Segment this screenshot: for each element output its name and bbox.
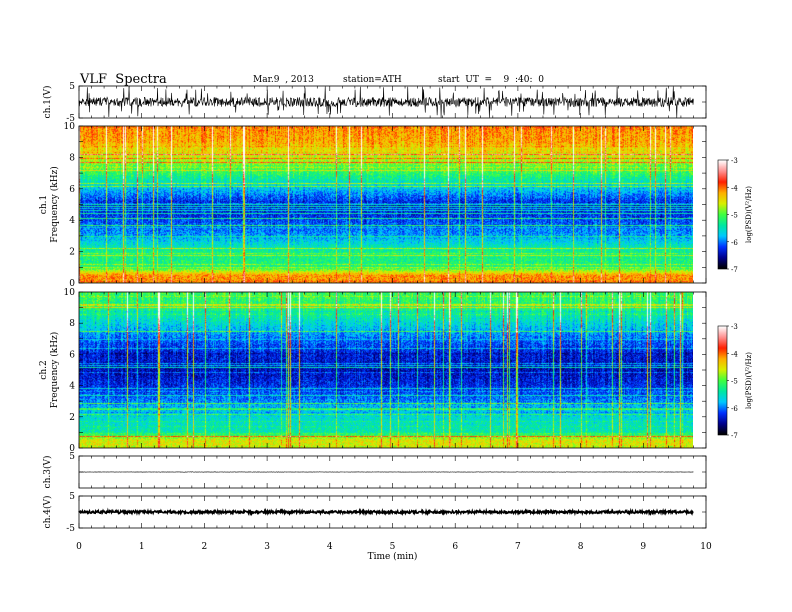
x-tick-label: 1 — [139, 542, 145, 552]
station-label: station=ATH — [343, 75, 402, 85]
y-axis-label: ch.2 — [39, 360, 49, 379]
colorbar-tick-label: -3 — [731, 157, 738, 165]
y-axis-label: Frequency (kHz) — [49, 332, 60, 409]
colorbar-tick-label: -3 — [731, 323, 738, 331]
y-axis-label: ch.1 — [39, 195, 49, 214]
x-tick-label: 9 — [640, 542, 646, 552]
date-label: Mar.9 , 2013 — [253, 75, 314, 85]
y-tick-label: -5 — [66, 524, 75, 534]
y-axis-label: ch.3(V) — [42, 456, 53, 489]
colorbar-label: log(PSD)(V²/Hz) — [745, 352, 753, 409]
colorbar-ch1-gradient — [718, 160, 727, 269]
colorbar-tick-label: -5 — [731, 378, 738, 386]
y-tick-label: 6 — [69, 350, 75, 360]
y-axis-label: Frequency (kHz) — [49, 166, 60, 243]
ch4v-trace — [78, 507, 694, 517]
x-tick-label: 6 — [452, 542, 458, 552]
start-time-label: start UT = 9 :40: 0 — [438, 75, 544, 85]
colorbar-tick-label: -4 — [731, 350, 738, 358]
x-tick-label: 2 — [202, 542, 208, 552]
x-tick-label: 4 — [327, 542, 333, 552]
y-axis-label: ch.4(V) — [42, 496, 53, 529]
y-tick-label: 4 — [69, 382, 75, 392]
spectrogram-ch1-image — [79, 126, 693, 283]
colorbar-tick-label: -6 — [731, 405, 738, 413]
colorbar-tick-label: -7 — [731, 266, 738, 274]
y-tick-label: 2 — [69, 248, 75, 258]
y-tick-label: 8 — [69, 319, 75, 329]
y-tick-label: 0 — [69, 279, 75, 289]
colorbar-tick-label: -5 — [731, 212, 738, 220]
y-axis-label: ch.1(V) — [42, 86, 53, 119]
y-tick-label: 6 — [69, 185, 75, 195]
x-axis-label: Time (min) — [368, 551, 418, 562]
spectrogram-ch2-image — [79, 292, 693, 448]
x-tick-label: 5 — [390, 542, 396, 552]
colorbar-tick-label: -7 — [731, 432, 738, 440]
y-tick-label: -5 — [66, 114, 75, 124]
colorbar-ch2-gradient — [718, 326, 727, 435]
x-tick-label: 7 — [515, 542, 521, 552]
y-tick-label: 5 — [69, 492, 75, 502]
colorbar-label: log(PSD)(V²/Hz) — [745, 186, 753, 243]
x-tick-label: 10 — [700, 542, 712, 552]
x-tick-label: 3 — [264, 542, 270, 552]
y-tick-label: 0 — [69, 444, 75, 454]
x-tick-label: 0 — [76, 542, 82, 552]
y-tick-label: 2 — [69, 413, 75, 423]
y-tick-label: 4 — [69, 216, 75, 226]
colorbar-tick-label: -4 — [731, 184, 738, 192]
y-tick-label: 5 — [69, 452, 75, 462]
y-tick-label: 5 — [69, 82, 75, 92]
y-tick-label: 10 — [64, 122, 76, 132]
ch1v-trace — [78, 86, 694, 118]
y-tick-label: 8 — [69, 153, 75, 163]
y-tick-label: 10 — [64, 288, 76, 298]
figure-title: VLF Spectra — [80, 72, 167, 87]
colorbar-tick-label: -6 — [731, 239, 738, 247]
x-tick-label: 8 — [578, 542, 584, 552]
